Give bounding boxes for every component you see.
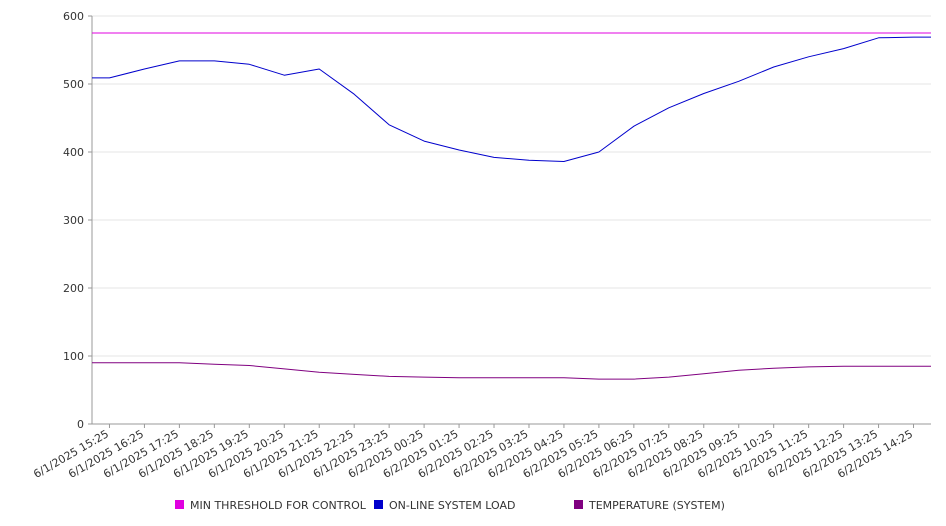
y-tick-label: 0: [77, 418, 84, 431]
series-line-on-line-system-load: [92, 36, 931, 162]
y-tick-label: 600: [63, 10, 84, 23]
legend-swatch: [574, 500, 583, 509]
y-tick-label: 100: [63, 350, 84, 363]
y-tick-labels: 0 100 200 300 400 500 600: [63, 10, 84, 431]
legend-swatch: [175, 500, 184, 509]
x-tick-labels: 6/1/2025 15:256/1/2025 16:256/1/2025 17:…: [31, 427, 915, 481]
legend-label: ON-LINE SYSTEM LOAD: [389, 499, 515, 512]
legend-label: TEMPERATURE (SYSTEM): [588, 499, 725, 512]
y-tick-label: 400: [63, 146, 84, 159]
grid: [92, 15, 931, 357]
y-tick-label: 300: [63, 214, 84, 227]
legend: MIN THRESHOLD FOR CONTROL ON-LINE SYSTEM …: [175, 499, 725, 512]
axes: [88, 15, 931, 428]
legend-swatch: [374, 500, 383, 509]
series: [92, 32, 931, 380]
y-tick-label: 500: [63, 78, 84, 91]
legend-label: MIN THRESHOLD FOR CONTROL: [190, 499, 367, 512]
series-line-temperature-system: [92, 362, 931, 380]
y-tick-label: 200: [63, 282, 84, 295]
